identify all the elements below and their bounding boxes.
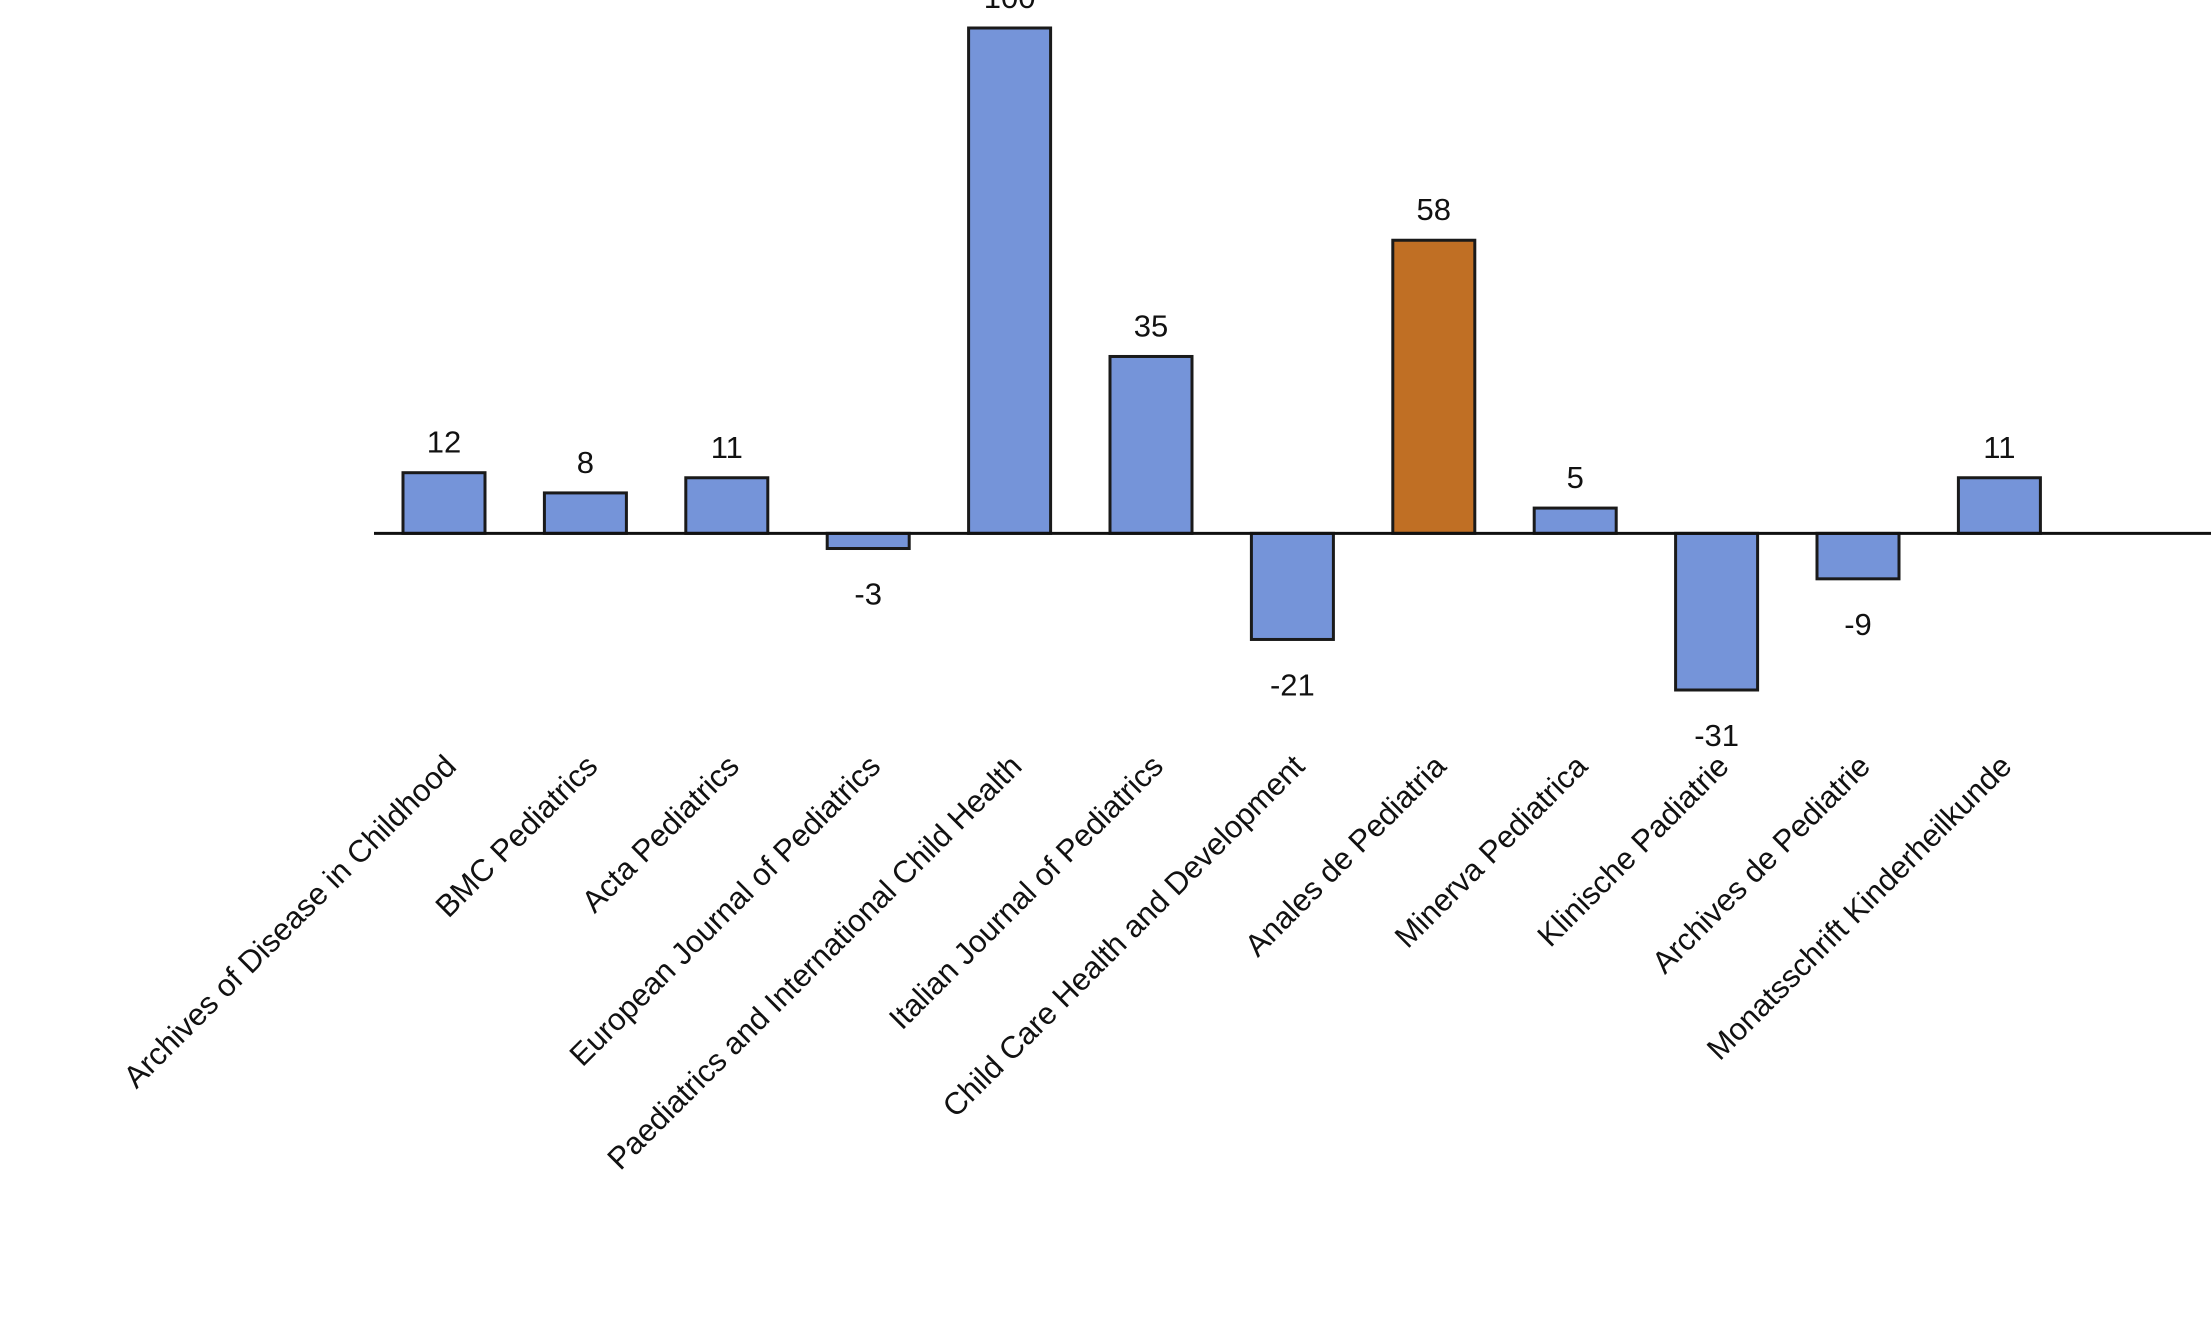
bar: [825, 531, 911, 551]
data-label: 11: [711, 430, 743, 465]
bar: [1956, 476, 2042, 535]
bar: [1391, 238, 1477, 535]
data-label: 35: [1134, 308, 1168, 343]
x-tick-label: Italian Journal of Pediatrics: [882, 748, 1170, 1036]
data-label: -21: [1270, 667, 1315, 702]
x-tick-label: European Journal of Pediatrics: [563, 748, 888, 1073]
data-label: -3: [854, 577, 882, 612]
data-label: 5: [1567, 460, 1584, 495]
x-tick-label: Monatsschrift Kinderheilkunde: [1700, 748, 2018, 1066]
bar: [401, 471, 487, 535]
data-label: -9: [1844, 607, 1872, 642]
bar: [542, 491, 628, 535]
data-label: 100: [984, 0, 1036, 15]
data-label: 58: [1417, 192, 1451, 227]
bar: [684, 476, 770, 535]
bar: [1249, 531, 1335, 641]
data-label: 11: [1983, 430, 2015, 465]
data-label: -31: [1694, 718, 1739, 753]
bar: [967, 26, 1053, 535]
bar: [1108, 354, 1194, 535]
bar: [1815, 531, 1901, 581]
data-label: 12: [427, 425, 461, 460]
data-label: 8: [577, 445, 594, 480]
x-tick-label: Archives of Disease in Childhood: [117, 748, 463, 1094]
bar: [1674, 531, 1760, 692]
bar: [1532, 506, 1618, 535]
